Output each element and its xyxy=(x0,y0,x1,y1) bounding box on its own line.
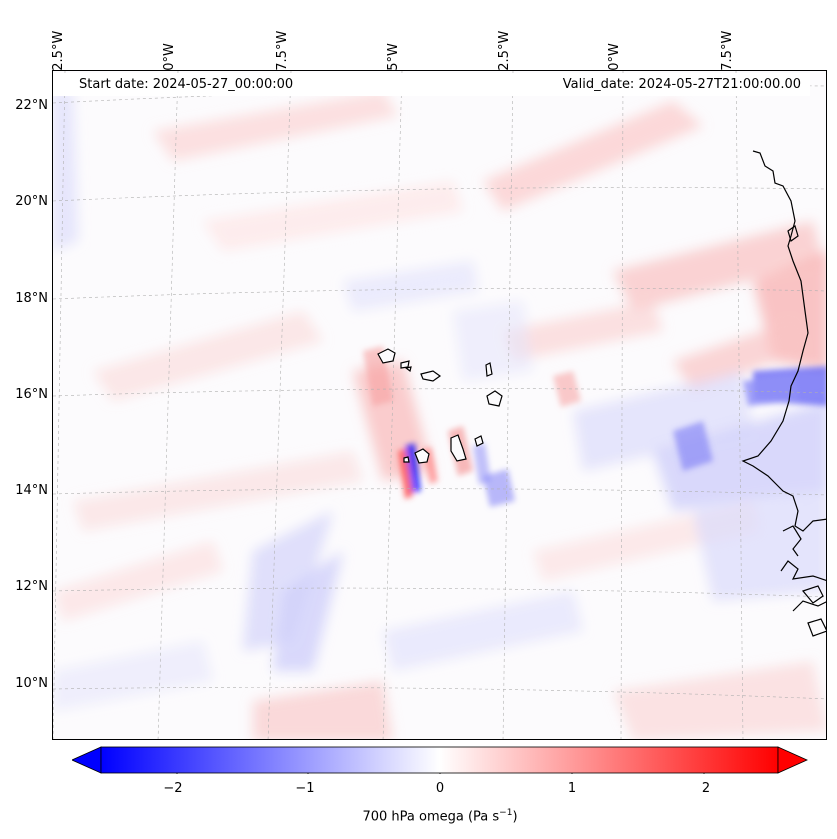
colorbar-tick-2: 2 xyxy=(701,781,711,796)
graticule xyxy=(53,71,826,739)
coastlines xyxy=(377,150,826,637)
colorbar-tick-neg1: −1 xyxy=(295,781,315,796)
island-fogo xyxy=(414,448,430,464)
colorbar-label-text: 700 hPa omega (Pa s xyxy=(362,809,500,825)
map-panel xyxy=(52,70,827,740)
lat-label-20N: 20°N xyxy=(15,194,48,209)
colorbar-gradient xyxy=(100,746,779,774)
colorbar-ticks xyxy=(176,773,705,774)
colorbar-tick-neg2: −2 xyxy=(163,781,183,796)
header-info-bar xyxy=(53,73,810,96)
island-boa-vista xyxy=(486,390,503,407)
island-sao-nicolau xyxy=(420,370,442,382)
africa-coastline xyxy=(741,150,826,532)
lat-label-12N: 12°N xyxy=(15,579,48,594)
colorbar-extend-max xyxy=(777,746,808,774)
colorbar-extend-min xyxy=(72,746,102,774)
colorbar-label: 700 hPa omega (Pa s−1) xyxy=(0,808,837,824)
colorbar-label-exponent: −1 xyxy=(499,808,513,818)
island-santiago xyxy=(450,434,467,462)
valid-date-text: Valid_date: 2024-05-27T21:00:00.00 xyxy=(562,77,801,92)
colorbar-label-close: ) xyxy=(512,809,518,825)
lat-label-16N: 16°N xyxy=(15,387,48,402)
omega-contours xyxy=(53,91,826,739)
lat-label-22N: 22°N xyxy=(15,98,48,113)
omega-field-map xyxy=(53,71,826,739)
colorbar xyxy=(72,746,808,774)
colorbar-tick-1: 1 xyxy=(567,781,577,796)
island-brava xyxy=(403,456,410,463)
island-maio xyxy=(474,435,484,447)
island-sal xyxy=(485,362,493,377)
lat-label-18N: 18°N xyxy=(15,291,48,306)
island-santo-antao xyxy=(377,348,396,364)
lat-label-10N: 10°N xyxy=(15,676,48,691)
lat-label-14N: 14°N xyxy=(15,483,48,498)
start-date-text: Start date: 2024-05-27_00:00:00 xyxy=(79,77,294,92)
colorbar-tick-0: 0 xyxy=(435,781,445,796)
